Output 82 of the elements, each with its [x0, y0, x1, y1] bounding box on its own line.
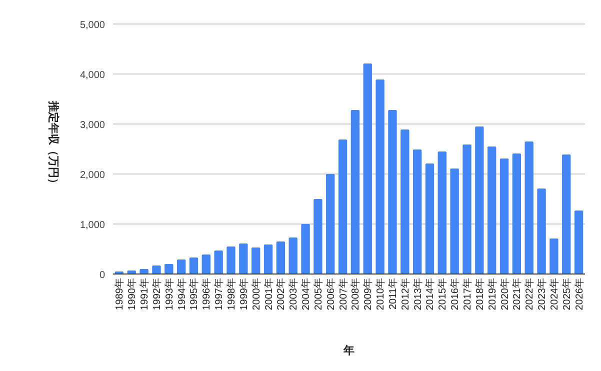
x-tick-label: 2023年: [536, 278, 548, 310]
x-tick-label: 2000年: [250, 278, 262, 310]
x-tick-label: 2013年: [412, 278, 424, 310]
x-tick-label: 2017年: [462, 278, 474, 310]
bar: [202, 254, 211, 274]
x-tick-label: 1998年: [226, 278, 238, 310]
x-tick-label: 2012年: [399, 278, 412, 310]
bar: [562, 154, 571, 274]
x-tick-label: 2011年: [386, 278, 399, 310]
x-tick-label: 1997年: [213, 278, 226, 310]
x-tick-label: 1990年: [126, 278, 138, 310]
x-tick-label: 2003年: [288, 278, 300, 310]
bar: [164, 264, 174, 274]
x-tick-label: 1993年: [163, 278, 176, 310]
bar: [574, 210, 584, 274]
x-tick-label: 2007年: [337, 278, 350, 310]
bar: [462, 144, 472, 274]
x-tick-label: 2016年: [449, 278, 462, 310]
bar: [487, 146, 496, 274]
bar: [376, 80, 384, 274]
x-tick-label: 1995年: [188, 278, 200, 310]
x-tick-label: 1996年: [200, 278, 213, 310]
x-tick-label: 2009年: [362, 278, 374, 310]
bar: [326, 174, 335, 274]
x-tick-label: 2026年: [573, 278, 586, 310]
y-tick-label: 5,000: [80, 20, 106, 31]
x-tick-label: 2025年: [560, 278, 573, 310]
bar: [512, 154, 522, 274]
bar: [251, 248, 260, 274]
bar: [338, 140, 348, 274]
x-tick-label: 2002年: [275, 278, 288, 310]
x-tick-label: 2010年: [374, 278, 387, 310]
x-tick-label: 2019年: [486, 278, 498, 310]
x-tick-label: 1989年: [114, 278, 126, 310]
y-tick-label: 1,000: [80, 220, 106, 231]
bar: [264, 244, 273, 274]
bar: [288, 238, 298, 274]
bar: [239, 244, 248, 274]
bar: [450, 168, 459, 274]
bar: [524, 142, 534, 274]
bar: [189, 258, 198, 274]
y-tick-label: 0: [99, 270, 106, 281]
y-tick-label: 3,000: [80, 120, 106, 131]
bar: [226, 246, 236, 274]
bar: [140, 269, 148, 274]
bar: [314, 199, 322, 274]
bar: [475, 126, 484, 274]
x-tick-label: 2020年: [498, 278, 511, 310]
bar: [363, 64, 372, 274]
y-tick-label: 2,000: [80, 170, 106, 181]
x-tick-label: 2005年: [312, 278, 324, 310]
bar: [214, 250, 223, 274]
bar: [550, 238, 558, 274]
bar: [438, 152, 447, 274]
x-tick-label: 1999年: [238, 278, 250, 310]
bar: [500, 158, 509, 274]
bar: [537, 188, 546, 274]
bar: [350, 110, 360, 274]
bar: [276, 242, 286, 274]
x-tick-label: 2008年: [350, 278, 362, 310]
bar: [301, 224, 310, 274]
y-tick-label: 4,000: [80, 70, 106, 81]
bar: [425, 164, 434, 274]
x-tick-label: 2001年: [262, 278, 275, 310]
y-axis-title: 推定年収（万円）: [47, 100, 60, 189]
x-tick-label: 2004年: [300, 278, 312, 310]
bar: [152, 266, 161, 274]
x-tick-label: 1991年: [138, 278, 151, 310]
x-tick-label: 2015年: [436, 278, 449, 310]
x-tick-label: 2022年: [524, 278, 536, 310]
bar: [388, 110, 397, 274]
bar: [400, 130, 410, 274]
x-axis-title: 年: [342, 344, 354, 357]
x-tick-label: 2006年: [324, 278, 337, 310]
x-tick-label: 1994年: [176, 278, 188, 310]
bar: [412, 150, 422, 274]
x-tick-label: 2021年: [511, 278, 524, 310]
x-tick-label: 2024年: [548, 278, 560, 310]
x-tick-label: 1992年: [150, 278, 163, 310]
x-tick-label: 2014年: [424, 278, 436, 310]
bar: [176, 260, 186, 274]
x-tick-label: 2018年: [474, 278, 486, 310]
